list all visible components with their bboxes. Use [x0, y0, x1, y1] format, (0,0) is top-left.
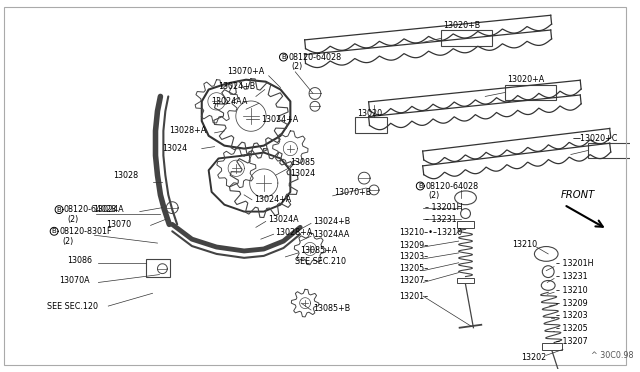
Text: – 13207: – 13207 [556, 337, 588, 346]
Text: SEE SEC.210: SEE SEC.210 [295, 257, 346, 266]
Text: 13024AA: 13024AA [313, 230, 349, 239]
Text: 13210: 13210 [512, 240, 537, 248]
Text: 13024+B: 13024+B [313, 217, 350, 226]
Bar [457, 221, 474, 228]
Text: 13028+A: 13028+A [170, 126, 207, 135]
Text: (2): (2) [428, 191, 440, 201]
Bar [457, 278, 474, 283]
Text: 08120-64028: 08120-64028 [64, 205, 117, 214]
Text: 13020+A: 13020+A [507, 75, 544, 84]
Text: 13210–•–13210: 13210–•–13210 [399, 228, 463, 237]
Text: ^ 30C0.98: ^ 30C0.98 [591, 351, 633, 360]
Text: 13024AA: 13024AA [212, 97, 248, 106]
Text: 13020: 13020 [357, 109, 382, 118]
Text: (2): (2) [67, 215, 78, 224]
Bar [505, 84, 556, 100]
Text: 08120-64028: 08120-64028 [425, 182, 478, 190]
Text: 13024: 13024 [291, 169, 316, 178]
Bar [542, 343, 562, 350]
Text: 13209–: 13209– [399, 241, 429, 250]
Text: B: B [57, 206, 61, 213]
Text: 13024: 13024 [163, 144, 188, 153]
Text: 13020+B: 13020+B [443, 21, 480, 30]
Text: B: B [52, 228, 56, 234]
Text: 13086: 13086 [67, 256, 92, 265]
Text: 13028: 13028 [113, 171, 138, 180]
Text: – 13210: – 13210 [556, 286, 588, 295]
Text: 13070+A: 13070+A [227, 67, 264, 76]
Text: 08120-64028: 08120-64028 [289, 52, 342, 62]
Text: 13203–: 13203– [399, 252, 429, 262]
Text: 13085+A: 13085+A [300, 247, 337, 256]
Text: 13070A: 13070A [59, 276, 90, 285]
Bar [588, 143, 639, 158]
Text: 13070+B: 13070+B [335, 188, 372, 198]
Text: (2): (2) [62, 237, 73, 246]
Text: – 13201H: – 13201H [425, 203, 463, 212]
Text: 13207–: 13207– [399, 276, 429, 285]
Text: – 13203: – 13203 [556, 311, 588, 320]
Text: – 13201H: – 13201H [556, 259, 593, 268]
Text: 13070: 13070 [106, 220, 131, 229]
Text: 13202: 13202 [522, 353, 547, 362]
Text: 13028+A: 13028+A [276, 228, 313, 237]
Text: 13205–: 13205– [399, 264, 429, 273]
Text: – 13231: – 13231 [425, 215, 457, 224]
Text: – 13209: – 13209 [556, 299, 588, 308]
Text: 13085: 13085 [291, 158, 316, 167]
Text: – 13231: – 13231 [556, 272, 588, 281]
Text: 13201–: 13201– [399, 292, 429, 301]
Text: —13020+C: —13020+C [573, 134, 618, 143]
Text: 13024+A: 13024+A [254, 195, 291, 204]
Bar [146, 259, 170, 276]
Bar [441, 31, 492, 46]
Text: – 13205: – 13205 [556, 324, 588, 333]
Text: 13024+A: 13024+A [261, 115, 298, 124]
Text: 13024A: 13024A [268, 215, 298, 224]
Bar [355, 117, 387, 133]
Text: SEE SEC.120: SEE SEC.120 [47, 302, 99, 311]
Text: 08120-8301F: 08120-8301F [59, 227, 111, 236]
Text: (2): (2) [291, 62, 303, 71]
Text: 13024+B: 13024+B [218, 82, 256, 91]
Text: FRONT: FRONT [561, 190, 595, 200]
Text: 13024A: 13024A [93, 205, 124, 214]
Text: B: B [418, 183, 422, 189]
Text: 13085+B: 13085+B [313, 304, 350, 312]
Text: B: B [281, 54, 286, 60]
